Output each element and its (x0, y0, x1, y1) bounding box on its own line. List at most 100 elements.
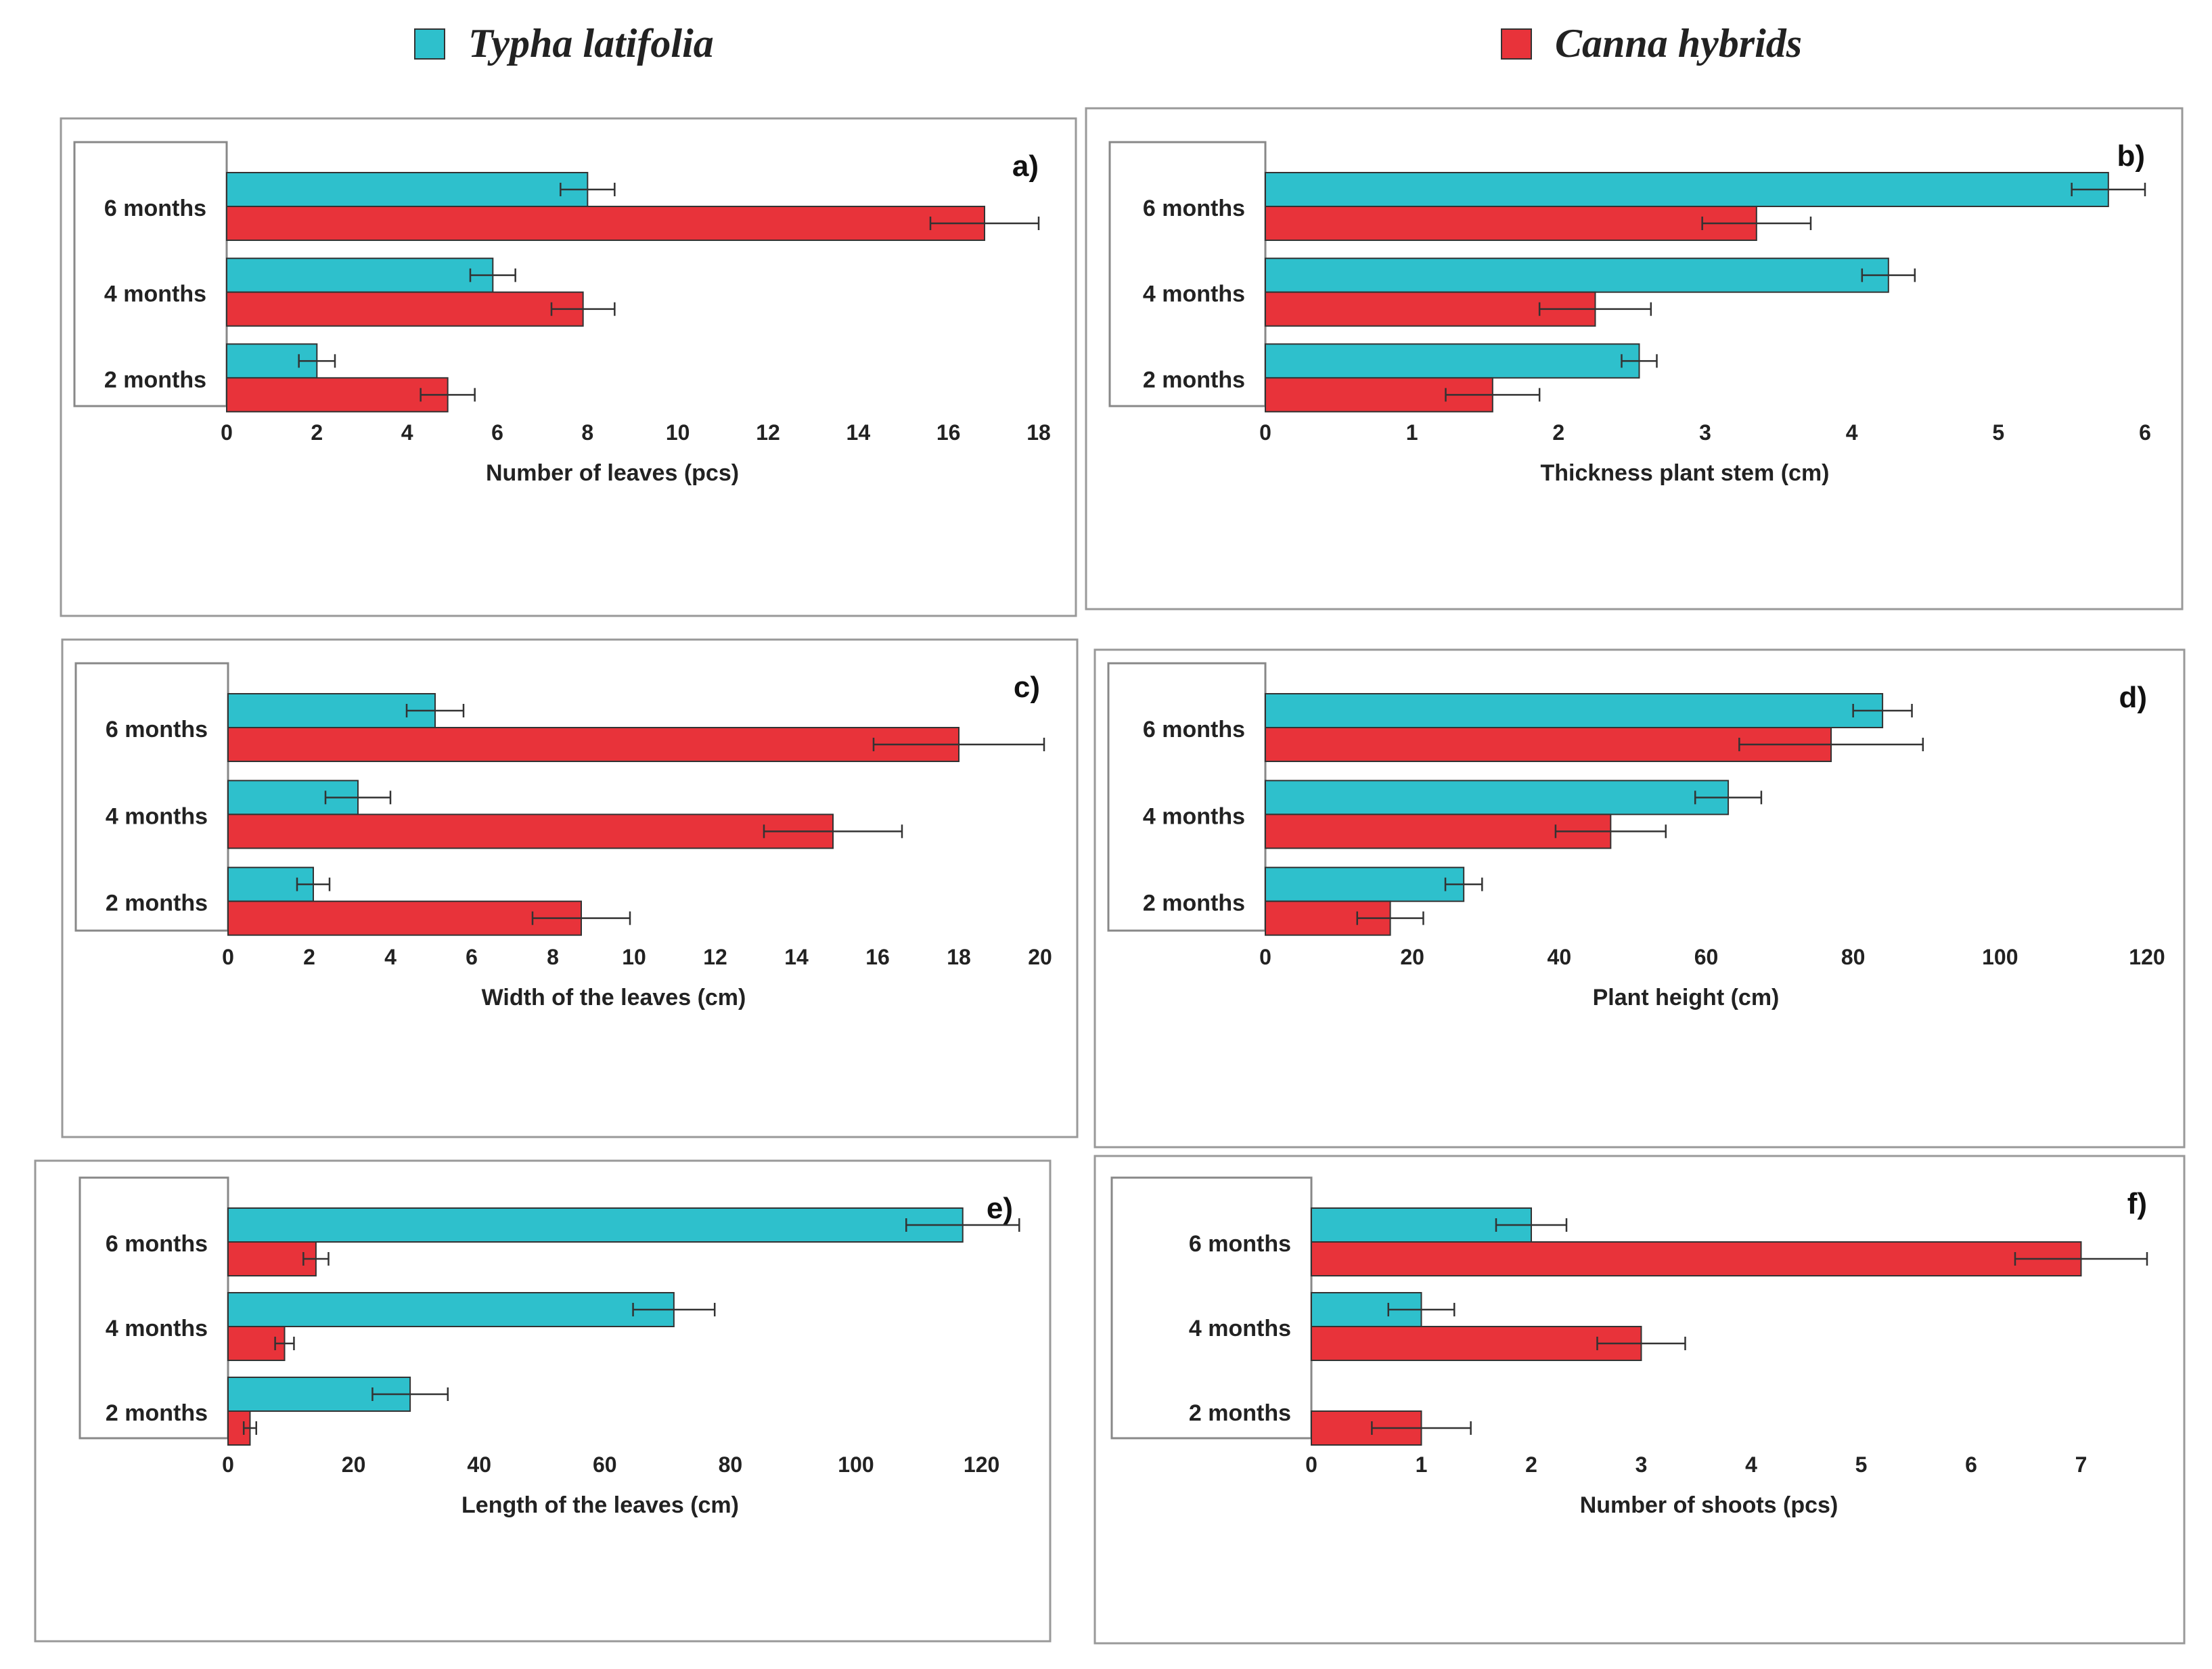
x-tick-label: 6 (466, 945, 478, 969)
panel-label: e) (987, 1192, 1013, 1225)
category-label-2-months: 2 months (106, 891, 208, 916)
x-tick-label: 60 (1694, 945, 1719, 969)
x-tick-label: 1 (1406, 420, 1418, 445)
bar-canna-hybrids-6-months (226, 206, 985, 241)
category-axis-box (74, 662, 229, 932)
x-tick-label: 12 (756, 420, 780, 445)
category-label-6-months: 6 months (106, 1231, 208, 1257)
x-tick-label: 5 (1992, 420, 2004, 445)
bar-canna-hybrids-4-months (226, 291, 584, 327)
category-label-2-months: 2 months (1143, 367, 1245, 393)
category-label-2-months: 2 months (1189, 1400, 1291, 1426)
x-tick-label: 0 (1305, 1452, 1317, 1477)
x-tick-label: 2 (303, 945, 315, 969)
category-label-6-months: 6 months (1143, 717, 1245, 742)
x-tick-label: 3 (1635, 1452, 1648, 1477)
x-tick-label: 16 (936, 420, 961, 445)
panel-label: b) (2117, 139, 2145, 173)
x-tick-label: 6 (1965, 1452, 1977, 1477)
legend-label-canna: Canna hybrids (1555, 21, 1803, 66)
bar-typha-latifolia-6-months (227, 1207, 964, 1243)
x-tick-label: 5 (1855, 1452, 1868, 1477)
category-label-6-months: 6 months (1143, 196, 1245, 221)
x-tick-label: 120 (2129, 945, 2165, 969)
bar-canna-hybrids-4-months (227, 814, 834, 849)
category-label-4-months: 4 months (1143, 803, 1245, 829)
x-tick-label: 0 (222, 945, 234, 969)
x-tick-label: 3 (1699, 420, 1711, 445)
x-tick-label: 18 (1026, 420, 1051, 445)
category-axis-box (73, 141, 228, 407)
x-tick-label: 20 (342, 1452, 366, 1477)
x-tick-label: 14 (784, 945, 809, 969)
x-tick-label: 8 (547, 945, 559, 969)
x-tick-label: 60 (593, 1452, 617, 1477)
category-label-6-months: 6 months (1189, 1231, 1291, 1257)
category-label-4-months: 4 months (1143, 282, 1245, 307)
x-tick-label: 12 (703, 945, 727, 969)
category-label-2-months: 2 months (106, 1400, 208, 1426)
x-tick-label: 6 (491, 420, 503, 445)
bar-canna-hybrids-4-months (1311, 1326, 1642, 1361)
category-label-4-months: 4 months (104, 282, 206, 307)
x-axis-label: Number of leaves (pcs) (486, 460, 739, 486)
x-tick-label: 20 (1400, 945, 1424, 969)
bar-typha-latifolia-2-months (1265, 866, 1465, 902)
panel-label: f) (2127, 1187, 2147, 1220)
x-tick-label: 120 (964, 1452, 999, 1477)
x-tick-label: 7 (2075, 1452, 2087, 1477)
x-axis-label: Number of shoots (pcs) (1580, 1492, 1838, 1518)
x-tick-label: 100 (1982, 945, 2018, 969)
x-tick-label: 0 (221, 420, 233, 445)
legend-item-canna: Canna hybrids (1501, 20, 1802, 67)
x-tick-label: 20 (1028, 945, 1052, 969)
legend-swatch-canna (1501, 28, 1532, 60)
x-tick-label: 4 (1846, 420, 1858, 445)
x-tick-label: 2 (311, 420, 323, 445)
bar-typha-latifolia-4-months (227, 1292, 675, 1327)
bar-canna-hybrids-6-months (1265, 206, 1757, 241)
bar-typha-latifolia-6-months (227, 693, 436, 728)
x-axis-label: Thickness plant stem (cm) (1540, 460, 1829, 486)
category-axis-box (1107, 662, 1267, 932)
x-tick-label: 80 (719, 1452, 743, 1477)
x-tick-label: 10 (622, 945, 646, 969)
panel-label: a) (1012, 150, 1039, 183)
x-axis-label: Plant height (cm) (1593, 985, 1780, 1010)
category-axis-box (1108, 141, 1267, 407)
x-tick-label: 0 (1259, 420, 1271, 445)
legend-label-typha: Typha latifolia (468, 21, 714, 66)
category-label-4-months: 4 months (106, 1316, 208, 1341)
category-label-4-months: 4 months (1189, 1316, 1291, 1341)
legend-item-typha: Typha latifolia (414, 20, 714, 67)
x-tick-label: 4 (1745, 1452, 1757, 1477)
bar-typha-latifolia-6-months (1265, 172, 2109, 207)
x-tick-label: 10 (666, 420, 690, 445)
x-tick-label: 0 (222, 1452, 234, 1477)
x-tick-label: 4 (384, 945, 397, 969)
x-axis-label: Width of the leaves (cm) (482, 985, 746, 1010)
x-tick-label: 40 (1548, 945, 1572, 969)
category-label-2-months: 2 months (1143, 891, 1245, 916)
bar-canna-hybrids-2-months (226, 377, 449, 413)
legend-swatch-typha (414, 28, 445, 60)
x-tick-label: 4 (401, 420, 413, 445)
category-label-4-months: 4 months (106, 803, 208, 829)
x-tick-label: 100 (838, 1452, 874, 1477)
x-tick-label: 2 (1552, 420, 1564, 445)
bar-canna-hybrids-6-months (1311, 1241, 2082, 1276)
x-tick-label: 0 (1259, 945, 1271, 969)
x-tick-label: 16 (865, 945, 890, 969)
bar-typha-latifolia-6-months (1265, 693, 1884, 728)
x-tick-label: 80 (1841, 945, 1866, 969)
x-tick-label: 6 (2139, 420, 2151, 445)
category-label-6-months: 6 months (104, 196, 206, 221)
category-label-6-months: 6 months (106, 717, 208, 742)
x-tick-label: 18 (947, 945, 971, 969)
